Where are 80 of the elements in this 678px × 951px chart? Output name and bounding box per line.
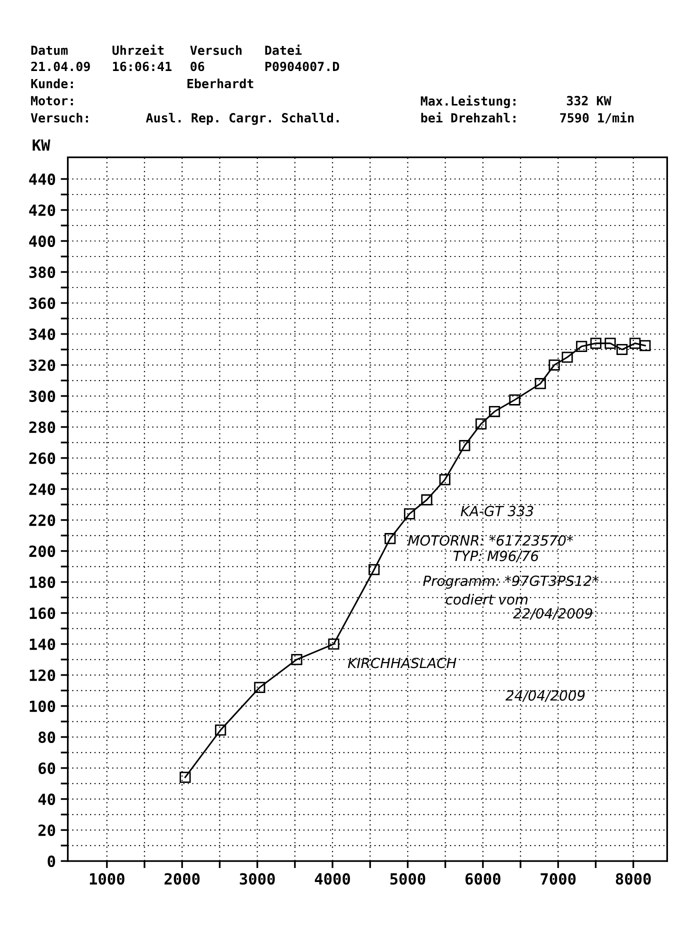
text: Datum: [31, 46, 68, 55]
y-tick-label: 380: [29, 266, 56, 278]
y-tick-label: 120: [30, 669, 56, 682]
text: 7590 1/min: [560, 112, 634, 124]
y-tick-label: 340: [29, 328, 56, 340]
y-tick-label: 300: [29, 390, 56, 402]
x-tick-label: 5000: [390, 873, 426, 885]
text: Kunde:: [31, 78, 73, 88]
annotation: KIRCHHASLACH: [348, 658, 456, 668]
x-tick-label: 7000: [540, 873, 576, 885]
point: [214, 724, 226, 736]
point: [640, 340, 651, 352]
point: [548, 359, 560, 371]
text: 06: [190, 62, 204, 72]
y-tick-label: 200: [29, 545, 56, 558]
y-tick-label: 0: [48, 856, 56, 868]
y-tick-label: 180: [30, 576, 56, 588]
text: Motor:: [31, 96, 73, 106]
point: [439, 474, 450, 486]
x-tick-label: 2000: [164, 873, 200, 885]
y-tick-label: 440: [29, 173, 56, 186]
x-tick-label: 8000: [616, 873, 651, 885]
point: [590, 338, 602, 349]
point: [254, 682, 266, 693]
annotation: Programm: *97GT3PS12*: [423, 576, 599, 589]
point: [562, 352, 573, 363]
annotation: MOTORNR: *61723570*: [408, 535, 573, 546]
y-tick-label: 60: [38, 762, 56, 774]
text: Versuch:: [30, 112, 88, 122]
y-tick-label: 400: [29, 235, 56, 248]
point: [421, 494, 432, 506]
point: [604, 338, 616, 349]
y-tick-label: 420: [29, 204, 56, 216]
text: Datei: [265, 44, 302, 55]
point: [368, 564, 380, 576]
point: [384, 533, 396, 544]
point: [404, 508, 416, 520]
annotation: 24/04/2009: [506, 690, 585, 702]
y-tick-label: 220: [29, 514, 56, 526]
x-tick-label: 1000: [90, 873, 124, 885]
annotation: codiert vom: [446, 594, 528, 605]
x-tick-label: 4000: [314, 873, 350, 885]
point: [459, 440, 470, 452]
y-tick-label: 240: [29, 483, 56, 496]
y-tick-label: 100: [30, 700, 56, 712]
text: 21.04.09: [31, 62, 90, 72]
text: 16:06:41: [113, 62, 172, 72]
y-tick-label: 160: [30, 607, 56, 620]
point: [475, 418, 487, 430]
y-tick-label: 320: [29, 359, 56, 372]
text: Max.Leistung:: [420, 95, 516, 108]
x-tick-label: 3000: [240, 873, 275, 885]
text: Eberhardt: [187, 78, 254, 88]
y-tick-label: 40: [38, 793, 56, 806]
text: P0904007.D: [265, 62, 340, 72]
annotation: 22/04/2009: [513, 608, 592, 620]
y-tick-label: 80: [38, 731, 56, 744]
point: [509, 394, 520, 406]
x-tick-label: 6000: [465, 873, 500, 885]
point: [576, 340, 588, 352]
y-tick-label: 360: [29, 297, 56, 310]
point: [328, 638, 340, 650]
y-tick-label: 280: [29, 421, 56, 434]
text: Ausl. Rep. Cargr. Schalld.: [146, 112, 339, 125]
y-tick-label: 260: [29, 452, 56, 464]
point: [534, 378, 546, 390]
point: [629, 338, 641, 349]
point: [291, 654, 302, 666]
y-axis-title: KW: [32, 139, 50, 151]
y-tick-label: 140: [30, 638, 56, 650]
point: [488, 406, 500, 418]
text: bei Drehzahl:: [421, 112, 516, 122]
point: [616, 344, 628, 356]
text: Uhrzeit: [112, 44, 164, 55]
point: [180, 772, 191, 783]
annotation: KA-GT 333: [460, 506, 534, 516]
text: 332 KW: [566, 96, 612, 106]
annotation: TYP: M96/76: [453, 550, 538, 562]
text: Versuch: [190, 45, 242, 55]
y-tick-label: 20: [38, 824, 56, 836]
